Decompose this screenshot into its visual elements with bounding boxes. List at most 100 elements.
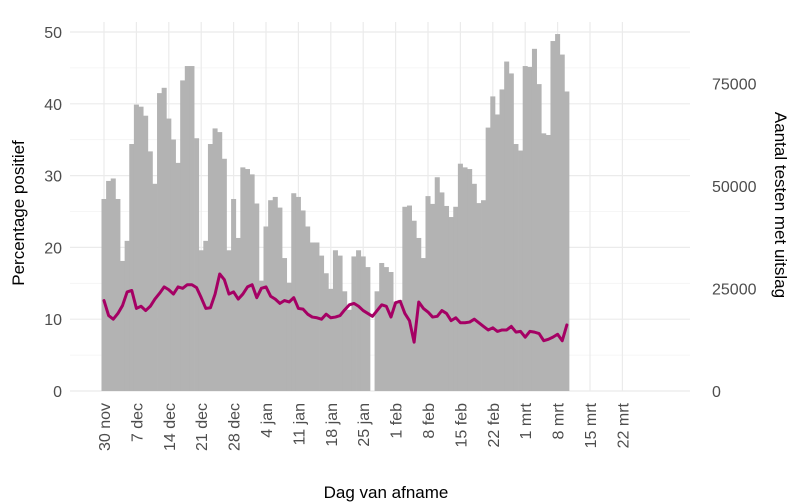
x-tick-label: 15 feb <box>453 403 470 448</box>
y-right-tick-label: 0 <box>712 384 721 401</box>
bar <box>244 169 250 391</box>
x-tick-label: 25 jan <box>356 403 373 447</box>
bar <box>217 132 223 392</box>
bar <box>550 41 556 391</box>
y-axis-right-ticks: 0 25000 50000 75000 <box>712 76 757 401</box>
bar <box>282 258 288 391</box>
bar-series <box>101 34 570 392</box>
bar <box>471 183 477 391</box>
bar <box>383 267 389 391</box>
bar <box>277 207 283 391</box>
bar <box>411 220 417 391</box>
bar <box>240 167 246 391</box>
y-right-tick-label: 25000 <box>712 281 757 298</box>
bar <box>147 151 153 391</box>
y-left-tick-label: 0 <box>53 384 62 401</box>
bar <box>513 144 519 391</box>
bar <box>133 104 139 392</box>
y-axis-left-ticks: 0 10 20 30 40 50 <box>44 25 62 401</box>
x-tick-label: 1 mrt <box>518 402 535 439</box>
bar <box>351 256 357 391</box>
x-tick-label: 7 dec <box>129 403 146 442</box>
y-left-tick-label: 50 <box>44 25 62 42</box>
bar <box>235 237 241 391</box>
bar <box>161 87 167 392</box>
bar <box>221 158 227 391</box>
bar <box>323 273 329 391</box>
bar <box>536 84 542 392</box>
bar <box>106 180 112 391</box>
bar <box>328 288 334 391</box>
bar <box>485 127 491 391</box>
x-tick-label: 28 dec <box>227 403 244 451</box>
bar <box>402 206 408 391</box>
x-tick-label: 8 mrt <box>551 402 568 439</box>
y-axis-right-title: Aantal testen met uitslag <box>771 112 790 298</box>
bar <box>170 139 176 391</box>
bar <box>531 48 537 391</box>
bar <box>453 206 459 391</box>
bar <box>397 299 403 391</box>
bar <box>120 260 126 391</box>
bar <box>263 226 269 391</box>
bar <box>124 240 130 391</box>
bar <box>212 128 218 392</box>
bar <box>194 138 200 391</box>
bar <box>439 192 445 391</box>
bar <box>115 198 121 391</box>
bar <box>110 178 116 391</box>
bar <box>444 205 450 391</box>
x-tick-label: 8 feb <box>421 403 438 439</box>
bar <box>481 200 487 391</box>
y-left-tick-label: 20 <box>44 240 62 257</box>
bar <box>448 217 454 391</box>
line-percentage-positive <box>102 272 569 344</box>
bar <box>258 280 264 391</box>
x-axis-ticks: 30 nov 7 dec 14 dec 21 dec 28 dec 4 jan 11 jan… <box>97 402 632 451</box>
line-series <box>102 272 569 344</box>
y-left-tick-label: 10 <box>44 312 62 329</box>
bar <box>527 66 533 392</box>
x-tick-label: 22 feb <box>486 403 503 448</box>
bar <box>337 255 343 391</box>
bar <box>272 196 278 391</box>
bar <box>545 134 551 392</box>
bar <box>189 66 195 392</box>
bar <box>541 133 547 391</box>
bar <box>166 118 172 391</box>
bar <box>555 34 561 392</box>
x-tick-label: 30 nov <box>97 403 114 451</box>
bar <box>490 96 496 391</box>
bar <box>231 198 237 391</box>
bar <box>101 198 107 391</box>
bar <box>393 301 399 391</box>
bar <box>564 91 570 392</box>
x-tick-label: 18 jan <box>324 403 341 447</box>
bar <box>462 167 468 391</box>
y-axis-left-title: Percentage positief <box>9 140 28 286</box>
bar <box>379 262 385 391</box>
bar <box>342 291 348 391</box>
bar <box>508 73 514 391</box>
bar <box>374 291 380 391</box>
x-tick-label: 22 mrt <box>615 402 632 448</box>
bar <box>129 144 135 391</box>
bar <box>157 93 163 391</box>
bar <box>518 150 524 391</box>
bar <box>504 61 510 391</box>
bar <box>360 256 366 391</box>
bar <box>476 203 482 391</box>
y-left-tick-label: 30 <box>44 169 62 186</box>
y-left-tick-label: 40 <box>44 97 62 114</box>
bar <box>467 169 473 391</box>
bar <box>180 80 186 391</box>
bar <box>522 66 528 392</box>
bar <box>207 144 213 391</box>
bar <box>388 272 394 391</box>
bar <box>138 106 144 392</box>
bar <box>430 203 436 391</box>
bar <box>286 282 292 391</box>
bar <box>420 258 426 391</box>
bar <box>425 196 431 391</box>
